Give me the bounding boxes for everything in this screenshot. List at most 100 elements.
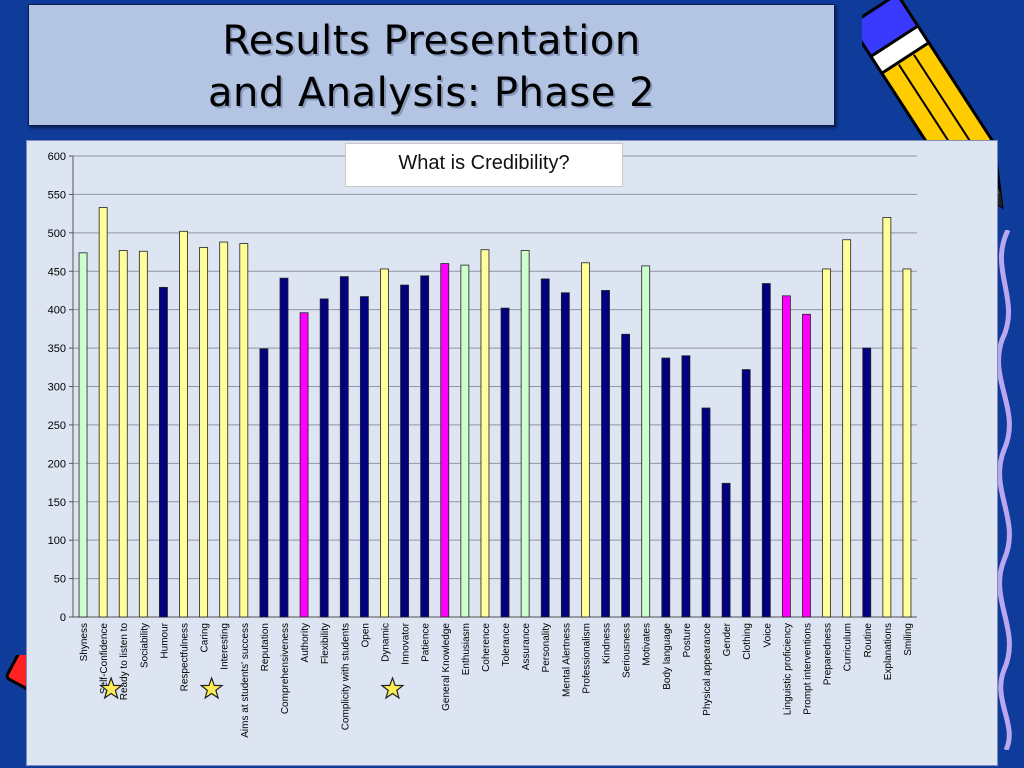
bar xyxy=(420,275,430,618)
x-tick-label: Innovator xyxy=(401,622,412,664)
bar xyxy=(822,268,831,618)
x-tick-label: Interesting xyxy=(220,623,231,670)
x-tick-label: Humour xyxy=(159,622,170,658)
y-tick-label: 150 xyxy=(48,497,66,509)
bar xyxy=(339,276,349,618)
bar xyxy=(741,369,751,618)
x-tick-label: Tolerance xyxy=(501,623,512,667)
x-tick-label: Dynamic xyxy=(380,623,391,662)
y-tick-label: 200 xyxy=(48,458,66,470)
x-tick-label: Personality xyxy=(541,623,552,672)
bar xyxy=(781,295,791,618)
bar xyxy=(601,290,610,618)
bar xyxy=(279,277,289,618)
y-tick-label: 0 xyxy=(60,612,66,624)
x-tick-label: Mental Alertness xyxy=(561,623,572,697)
y-tick-label: 400 xyxy=(48,305,66,317)
x-tick-label: Smiling xyxy=(903,623,914,656)
y-tick-label: 550 xyxy=(48,189,66,201)
x-tick-label: Clothing xyxy=(742,623,753,660)
bar xyxy=(179,230,188,618)
x-tick-label: Physical appearance xyxy=(702,623,713,716)
bar xyxy=(159,286,168,618)
bar xyxy=(239,243,249,618)
y-tick-label: 50 xyxy=(54,574,66,586)
bar xyxy=(681,355,691,618)
x-tick-label: Assurance xyxy=(521,623,532,671)
chart-title: What is Credibility? xyxy=(398,152,570,174)
y-tick-label: 100 xyxy=(48,535,66,547)
x-tick-label: Reputation xyxy=(260,623,271,671)
bar-chart: 0 50 100 150 200 250 300 350 400 450 500 550 600 Shy… xyxy=(48,151,917,738)
bar xyxy=(520,250,530,618)
x-tick-label: Flexibility xyxy=(320,623,331,664)
squiggle-decoration-icon xyxy=(996,230,1012,750)
bar xyxy=(701,407,711,618)
x-tick-label: Voice xyxy=(762,623,773,648)
x-tick-label: Respectfulness xyxy=(180,623,191,691)
bar xyxy=(319,298,329,618)
x-tick-label: Gender xyxy=(722,622,733,656)
x-tick-label: Authority xyxy=(300,623,311,662)
y-tick-label: 600 xyxy=(48,151,66,163)
y-tick-label: 250 xyxy=(48,420,66,432)
x-tick-label: Comprehensiveness xyxy=(280,623,291,714)
bar xyxy=(802,313,811,618)
bar xyxy=(721,482,731,618)
x-tick-label: Open xyxy=(360,623,371,647)
bar xyxy=(380,268,389,618)
bar xyxy=(118,250,128,618)
x-tick-label: Self-Confidence xyxy=(99,623,110,695)
bar xyxy=(902,268,912,618)
slide-title-box: Results Presentation and Analysis: Phase… xyxy=(28,4,835,126)
x-tick-label: Preparedness xyxy=(823,623,834,685)
bar xyxy=(761,283,771,618)
bar xyxy=(540,278,550,618)
bar xyxy=(560,292,570,618)
slide-title-line-2: and Analysis: Phase 2 xyxy=(207,70,656,116)
bar xyxy=(219,241,229,618)
bar xyxy=(862,347,872,618)
bar xyxy=(299,312,309,618)
bar xyxy=(581,262,590,618)
x-tick-label: Linguistic proficiency xyxy=(782,623,793,715)
y-tick-label: 450 xyxy=(48,266,66,278)
bar xyxy=(882,217,892,618)
bar xyxy=(78,252,88,618)
x-tick-label: Patience xyxy=(421,623,432,662)
bar xyxy=(400,284,409,618)
bar xyxy=(460,264,470,618)
star-icon xyxy=(380,676,405,700)
bar xyxy=(359,296,369,618)
chart-panel: 0 50 100 150 200 250 300 350 400 450 500 550 600 Shy… xyxy=(26,140,998,766)
x-tick-label: Complicity with students xyxy=(340,623,351,730)
x-tick-label: Caring xyxy=(200,623,211,652)
x-tick-label: Explanations xyxy=(883,623,894,680)
x-tick-label: Body language xyxy=(662,623,673,690)
x-tick-label: Curriculum xyxy=(843,623,854,671)
bar xyxy=(661,357,671,618)
bar xyxy=(480,249,490,618)
bar xyxy=(98,207,108,618)
x-tick-label: Routine xyxy=(863,623,874,658)
x-tick-label: General Knowledge xyxy=(441,623,452,711)
x-tick-label: Posture xyxy=(682,623,693,658)
x-tick-label: Ready to listen to xyxy=(119,623,130,701)
bar xyxy=(842,239,852,618)
bar xyxy=(199,247,209,618)
x-tick-label: Kindness xyxy=(602,623,613,664)
x-tick-label: Shyness xyxy=(79,623,90,661)
bar xyxy=(440,263,450,618)
x-tick-label: Coherence xyxy=(481,623,492,672)
chart-title-box: What is Credibility? xyxy=(345,143,623,187)
y-tick-label: 300 xyxy=(48,382,66,394)
y-tick-label: 350 xyxy=(48,343,66,355)
star-icon xyxy=(99,676,124,700)
x-tick-label: Seriousness xyxy=(622,623,633,678)
y-tick-label: 500 xyxy=(48,228,66,240)
x-tick-label: Enthusiasm xyxy=(461,623,472,675)
x-tick-label: Prompt interventions xyxy=(802,623,813,715)
bar xyxy=(500,307,510,618)
star-icon xyxy=(199,676,224,700)
x-tick-label: Motivates xyxy=(642,623,653,666)
